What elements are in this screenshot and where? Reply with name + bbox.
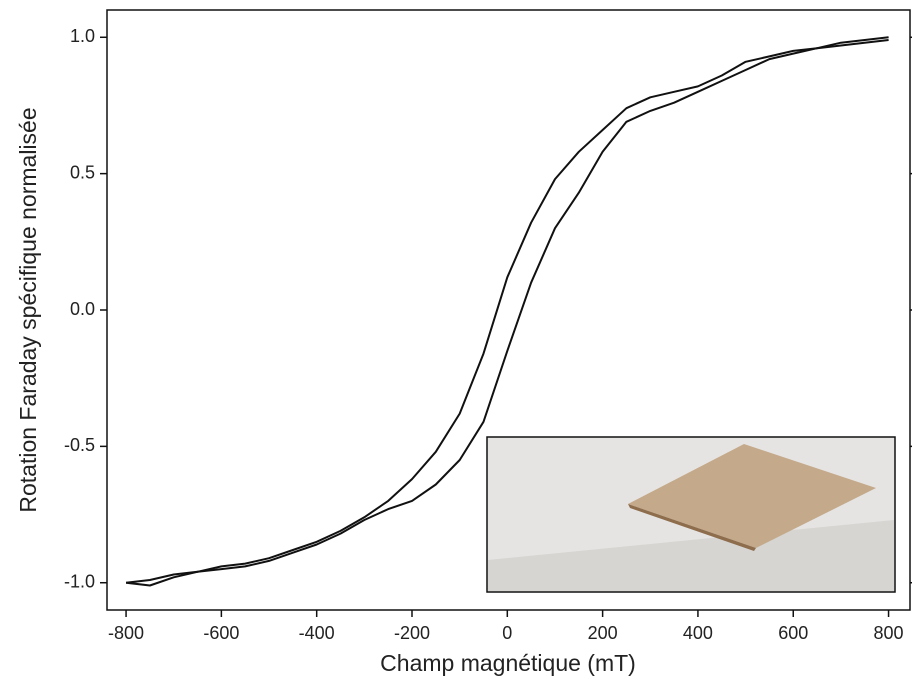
x-tick-label: -200 <box>394 623 430 643</box>
data-line <box>125 39 889 584</box>
x-tick-label: -400 <box>299 623 335 643</box>
y-tick-label: -0.5 <box>64 435 95 455</box>
data-line <box>125 36 889 587</box>
inset-photo <box>486 436 896 593</box>
x-tick-label: -800 <box>108 623 144 643</box>
y-tick-label: 0.0 <box>70 299 95 319</box>
x-axis-title: Champ magnétique (mT) <box>380 650 636 676</box>
x-tick-label: -600 <box>203 623 239 643</box>
x-tick-label: 600 <box>778 623 808 643</box>
x-tick-label: 200 <box>588 623 618 643</box>
x-tick-label: 400 <box>683 623 713 643</box>
y-tick-label: 1.0 <box>70 26 95 46</box>
x-tick-label: 0 <box>502 623 512 643</box>
x-tick-label: 800 <box>874 623 904 643</box>
y-tick-label: -1.0 <box>64 571 95 591</box>
y-axis-title: Rotation Faraday spécifique normalisée <box>15 107 41 512</box>
y-tick-label: 0.5 <box>70 162 95 182</box>
